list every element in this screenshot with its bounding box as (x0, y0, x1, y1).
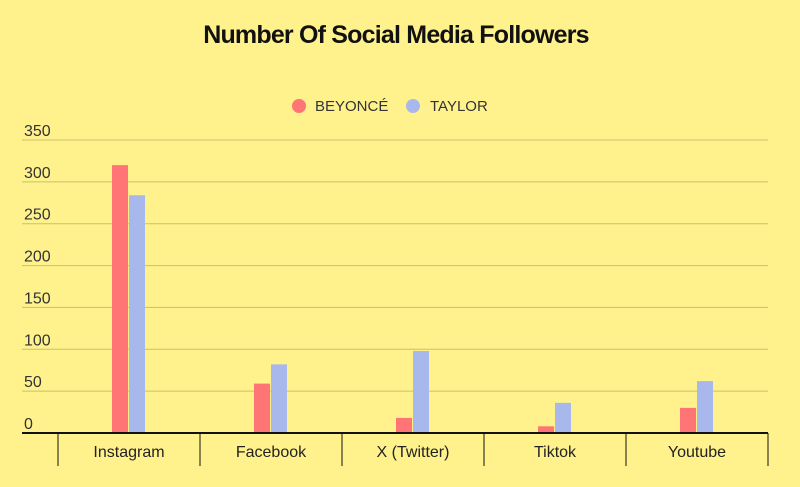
y-tick-label-350: 350 (24, 123, 51, 140)
y-tick-label-100: 100 (24, 332, 51, 349)
x-tick-label-instagram: Instagram (93, 444, 164, 461)
legend-swatch-beyonce (292, 99, 306, 113)
legend-swatch-taylor (406, 99, 420, 113)
x-tick-label-youtube: Youtube (668, 444, 726, 461)
bar-beyonc-instagram (112, 165, 128, 433)
legend: BEYONCÉ TAYLOR (292, 98, 488, 115)
x-tick-label-facebook: Facebook (236, 444, 307, 461)
y-tick-label-50: 50 (24, 374, 42, 391)
legend-label-taylor: TAYLOR (430, 98, 488, 115)
bar-taylor-youtube (697, 381, 713, 433)
y-axis-ticks: 0 50 100 150 200 250 300 350 (24, 123, 51, 433)
y-tick-label-0: 0 (24, 416, 33, 433)
bars (112, 165, 713, 433)
y-tick-label-250: 250 (24, 207, 51, 224)
bar-beyonc-tiktok (538, 426, 554, 433)
bar-taylor-xtwitter (413, 350, 429, 433)
bar-beyonc-youtube (680, 407, 696, 433)
y-tick-label-200: 200 (24, 249, 51, 266)
legend-label-beyonce: BEYONCÉ (315, 98, 388, 115)
y-tick-label-150: 150 (24, 290, 51, 307)
x-tick-label-tiktok: Tiktok (534, 444, 577, 461)
bar-taylor-facebook (271, 364, 287, 433)
chart-title: Number Of Social Media Followers (203, 21, 589, 49)
y-tick-label-300: 300 (24, 165, 51, 182)
gridlines (22, 139, 768, 392)
bar-beyonc-xtwitter (396, 417, 412, 433)
x-axis: Instagram Facebook X (Twitter) Tiktok Youtub… (22, 432, 769, 466)
bar-beyonc-facebook (254, 383, 270, 433)
bar-taylor-tiktok (555, 402, 571, 433)
x-tick-label-xtwitter: X (Twitter) (377, 444, 450, 461)
bar-taylor-instagram (129, 195, 145, 433)
